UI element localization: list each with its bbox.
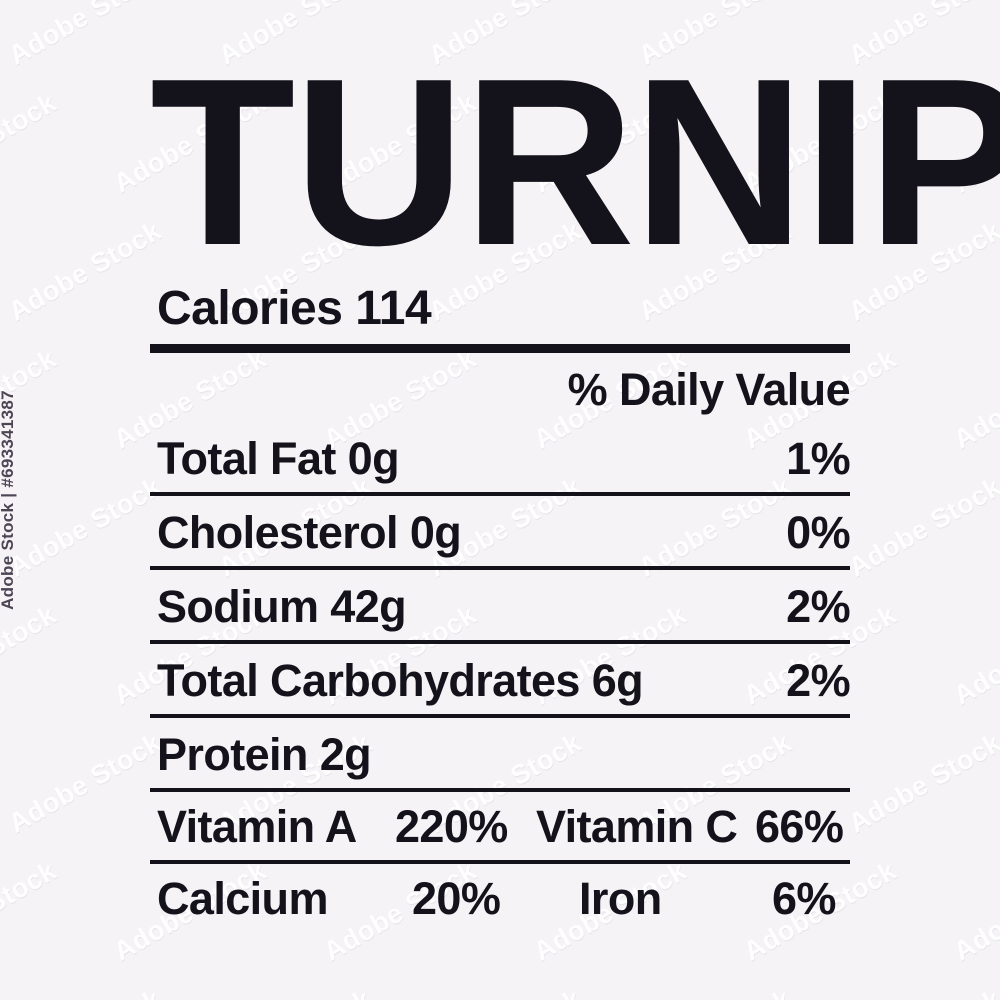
- divider: [150, 492, 850, 496]
- nutrient-daily-value: 2%: [786, 581, 850, 632]
- divider: [150, 788, 850, 792]
- watermark-text: Adobe Stock: [3, 727, 167, 839]
- watermark-text: Adobe Stock: [0, 87, 62, 198]
- divider-thick-top: [150, 344, 850, 353]
- vitamin-c-value: 66%: [755, 801, 844, 852]
- nutrient-label: Cholesterol 0g: [157, 507, 462, 558]
- nutrient-label: Total Fat 0g: [157, 433, 400, 484]
- calcium-value: 20%: [412, 873, 501, 924]
- divider: [150, 860, 850, 864]
- table-row: Cholesterol 0g 0%: [150, 498, 851, 568]
- watermark-text: Adobe Stock: [4, 983, 167, 1000]
- vitamin-a-label: Vitamin A: [157, 801, 357, 852]
- watermark-text: Adobe Stock: [843, 471, 1000, 583]
- watermark-text: Adobe Stock: [3, 471, 167, 583]
- table-row: Total Fat 0g 1%: [150, 424, 851, 494]
- divider: [150, 714, 850, 718]
- iron-value: 6%: [772, 873, 836, 924]
- watermark-text: Adobe Stock: [948, 855, 1000, 967]
- nutrient-daily-value: 0%: [786, 507, 850, 558]
- iron-label: Iron: [579, 873, 662, 924]
- vitamin-a-value: 220%: [395, 801, 508, 852]
- daily-value-header: % Daily Value: [567, 364, 851, 415]
- nutrition-facts-label: TURNIPS Calories 114 % Daily Value Total…: [150, 0, 1000, 1000]
- calcium-label: Calcium: [157, 873, 328, 924]
- table-row-minerals: Calcium 20% Iron 6%: [150, 866, 850, 932]
- nutrient-daily-value: 2%: [786, 655, 850, 706]
- calories-line: Calories 114: [157, 282, 432, 335]
- nutrient-label: Sodium 42g: [157, 581, 407, 632]
- divider: [150, 640, 850, 644]
- watermark-text: Adobe Stock: [844, 983, 1000, 1000]
- table-row: Total Carbohydrates 6g 2%: [150, 646, 851, 716]
- watermark-text: Adobe Stock: [3, 0, 167, 71]
- nutrient-label: Protein 2g: [157, 729, 372, 780]
- watermark-text: Adobe Stock: [0, 599, 62, 710]
- stock-credit-label: Adobe Stock | #693341387: [0, 390, 17, 610]
- divider: [150, 566, 850, 570]
- nutrient-daily-value: 1%: [786, 433, 850, 484]
- nutrient-label: Total Carbohydrates 6g: [157, 655, 644, 706]
- watermark-text: Adobe Stock: [3, 215, 167, 327]
- watermark-text: Adobe Stock: [948, 343, 1000, 455]
- table-row-vitamins: Vitamin A 220% Vitamin C 66%: [150, 794, 850, 860]
- watermark-text: Adobe Stock: [948, 599, 1000, 711]
- table-row: Sodium 42g 2%: [150, 572, 851, 642]
- watermark-text: Adobe Stock: [843, 727, 1000, 839]
- table-row: Protein 2g: [150, 720, 850, 790]
- page-title: TURNIPS: [150, 30, 1000, 295]
- vitamin-c-label: Vitamin C: [536, 801, 738, 852]
- watermark-text: Adobe Stock: [0, 855, 62, 966]
